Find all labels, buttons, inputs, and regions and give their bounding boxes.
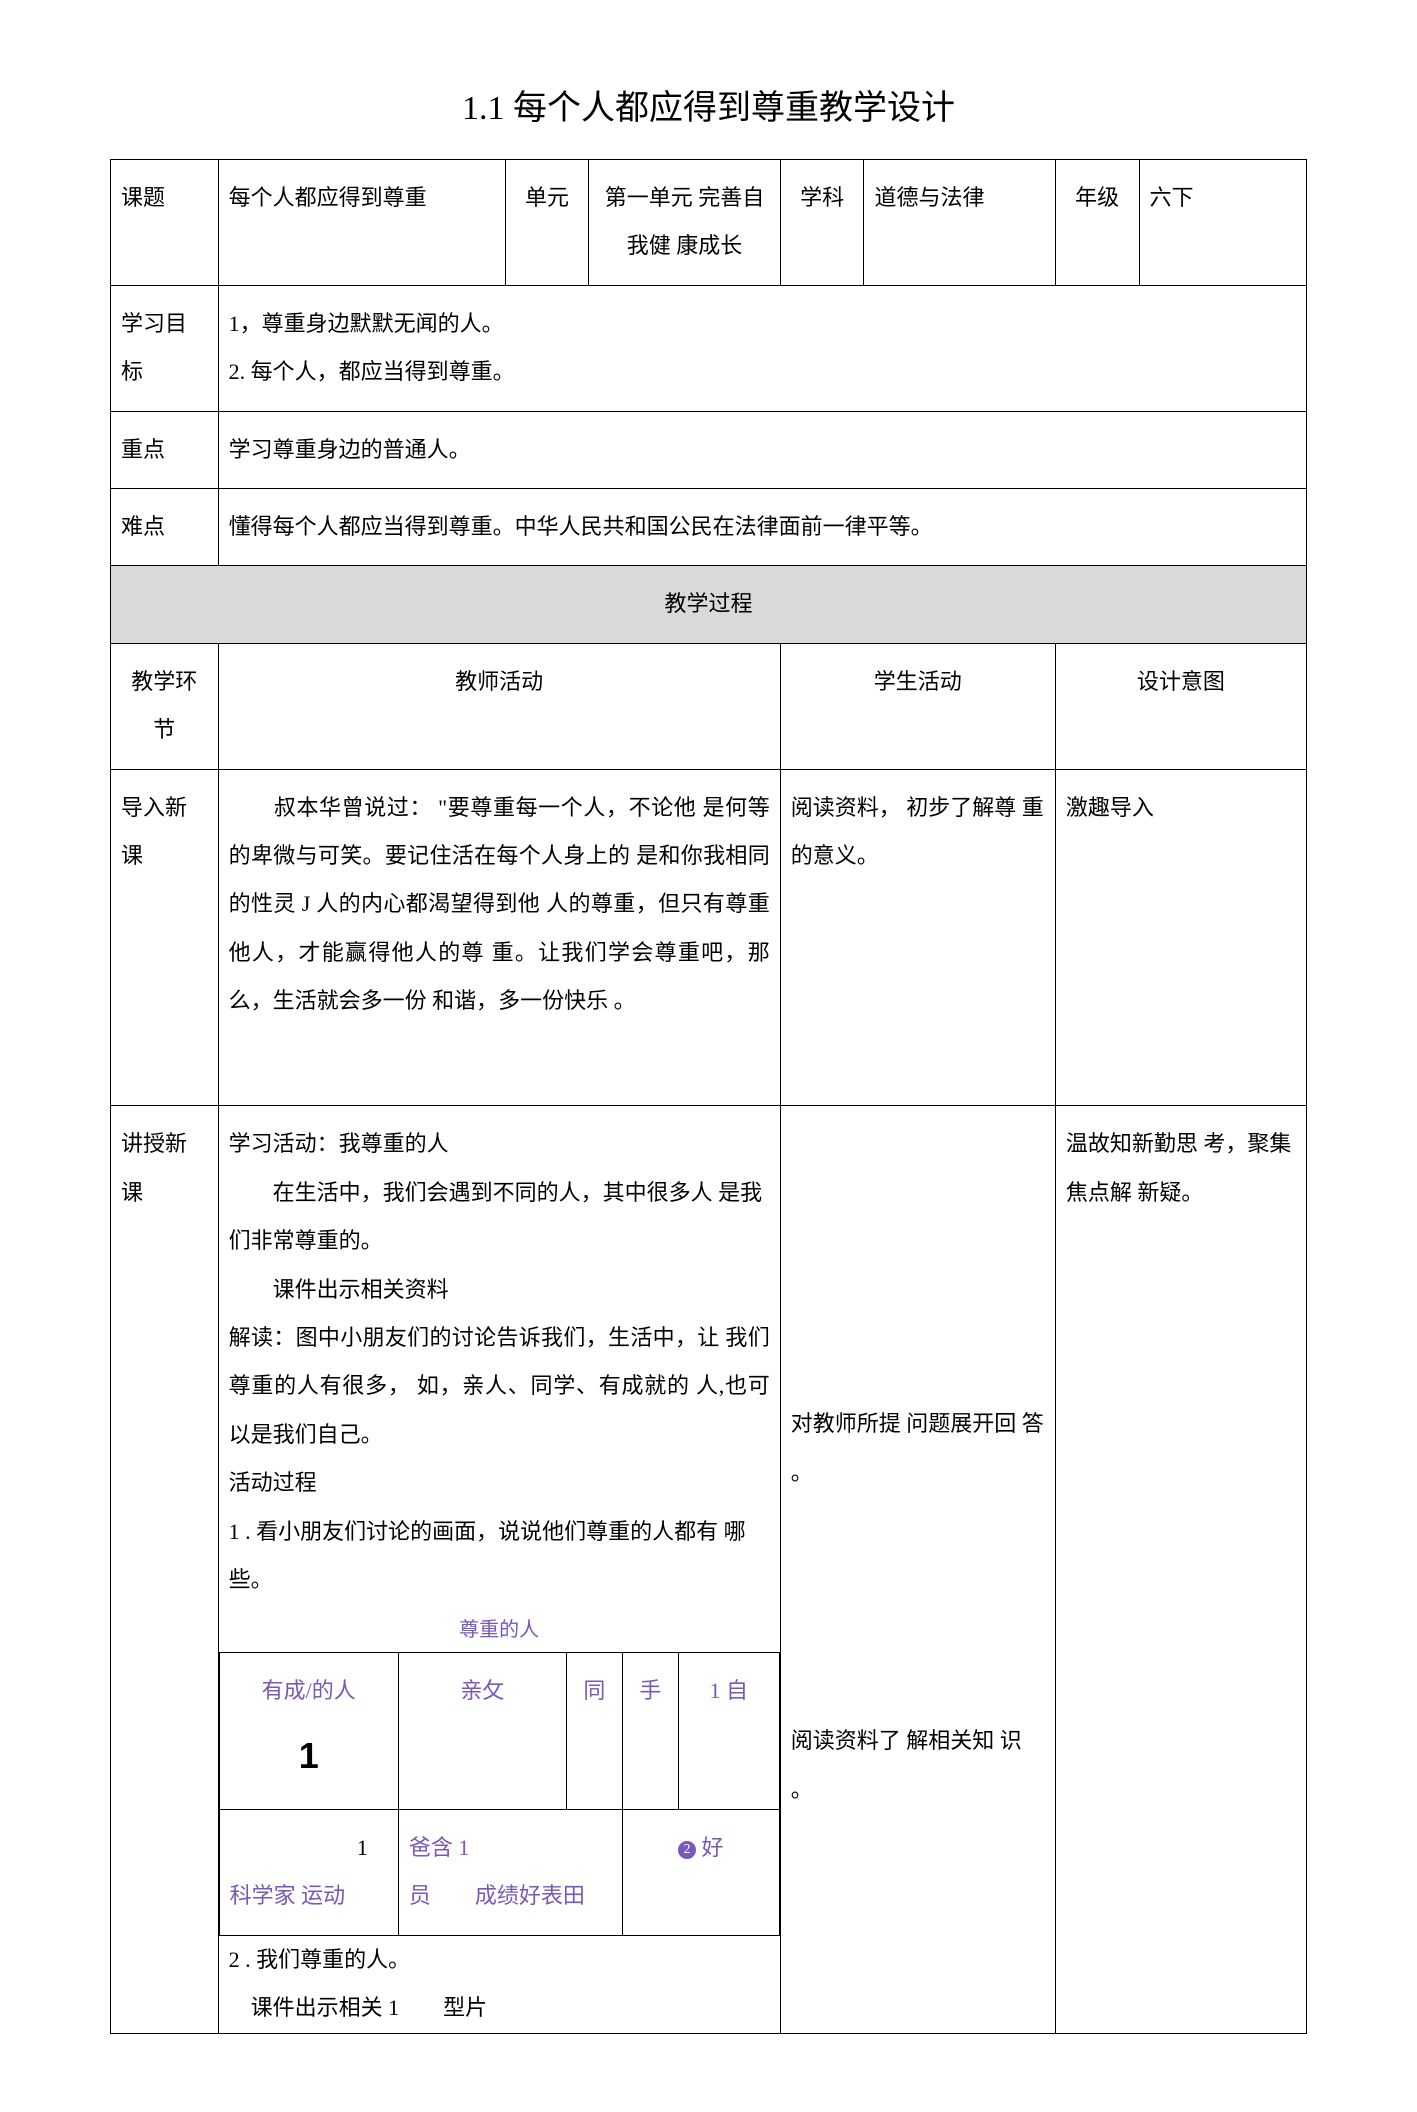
- value-unit: 第一单元 完善自我健 康成长: [589, 160, 780, 286]
- value-grade: 六下: [1139, 160, 1306, 286]
- intro-teacher: 叔本华曾说过： "要尊重每一个人，不论他 是何等的卑微与可笑。要记住活在每个人身…: [218, 769, 780, 1106]
- teach-p3: 课件出示相关资料: [229, 1266, 770, 1314]
- intro-label: 导入新课: [111, 769, 219, 1106]
- label-subject: 学科: [780, 160, 864, 286]
- intro-student: 阅读资料， 初步了解尊 重的意义。: [780, 769, 1055, 1106]
- goals-line1: 1，尊重身边默默无闻的人。: [229, 311, 504, 336]
- lesson-table: 课题 每个人都应得到尊重 单元 第一单元 完善自我健 康成长 学科 道德与法律 …: [110, 159, 1307, 2034]
- label-topic: 课题: [111, 160, 219, 286]
- diag-r2c3-text: 好: [702, 1835, 724, 1860]
- process-header-row: 教学过程: [111, 566, 1307, 643]
- teach-student-p1: 对教师所提 问题展开回 答 。: [791, 1400, 1045, 1497]
- diagram-top: 尊重的人: [219, 1614, 780, 1646]
- keypoint-text: 学习尊重身边的普通人。: [218, 411, 1306, 488]
- diag-r1c1-text: 有成/的人: [262, 1678, 356, 1703]
- diag-r1c2: 亲攵: [398, 1653, 566, 1810]
- diag-r2c1: 1 科学家 运动: [219, 1809, 398, 1935]
- respect-diagram: 尊重的人 有成/的人 1 亲攵 同 手 1 自: [219, 1614, 780, 1935]
- label-goals: 学习目标: [111, 285, 219, 411]
- label-grade: 年级: [1055, 160, 1139, 286]
- teach-p2: 在生活中，我们会遇到不同的人，其中很多人 是我们非常尊重的。: [229, 1169, 770, 1266]
- teach-student-p2: 阅读资料了 解相关知 识 。: [791, 1717, 1045, 1814]
- teach-design-cell: 温故知新勤思 考，聚集焦点解 新疑。: [1055, 1106, 1306, 2033]
- diagram-table: 有成/的人 1 亲攵 同 手 1 自 1 科学家 运动: [219, 1652, 780, 1935]
- diag-r1c1-one: 1: [299, 1735, 319, 1776]
- intro-design: 激趣导入: [1055, 769, 1306, 1106]
- col-stage: 教学环节: [111, 643, 219, 769]
- teach-p7: 2 . 我们尊重的人。: [229, 1936, 770, 1984]
- diag-r2c2a: 爸含 1: [409, 1835, 470, 1860]
- teach-row: 讲授新课 学习活动：我尊重的人 在生活中，我们会遇到不同的人，其中很多人 是我们…: [111, 1106, 1307, 2033]
- process-header: 教学过程: [111, 566, 1307, 643]
- col-student: 学生活动: [780, 643, 1055, 769]
- diag-r1c3b: 手: [622, 1653, 678, 1810]
- teach-p8: 课件出示相关 1 型片: [229, 1984, 770, 2032]
- difficult-text: 懂得每个人都应当得到尊重。中华人民共和国公民在法律面前一律平等。: [218, 488, 1306, 565]
- page-title: 1.1 每个人都应得到尊重教学设计: [110, 80, 1307, 129]
- label-keypoint: 重点: [111, 411, 219, 488]
- teach-p6: 1 . 看小朋友们讨论的画面，说说他们尊重的人都有 哪些。: [229, 1508, 770, 1605]
- goals-line2: 2. 每个人，都应当得到尊重。: [229, 359, 515, 384]
- teach-p5: 活动过程: [229, 1459, 770, 1507]
- diag-r1c3a: 同: [566, 1653, 622, 1810]
- diag-r2c1b: 科学家 运动: [230, 1872, 388, 1920]
- col-teacher: 教师活动: [218, 643, 780, 769]
- label-unit: 单元: [505, 160, 589, 286]
- circle-num-icon: 2: [678, 1841, 696, 1859]
- col-design: 设计意图: [1055, 643, 1306, 769]
- teach-label: 讲授新课: [111, 1106, 219, 2033]
- keypoint-row: 重点 学习尊重身边的普通人。: [111, 411, 1307, 488]
- diag-r2c2: 爸含 1 员 成绩好表田: [398, 1809, 622, 1935]
- value-subject: 道德与法律: [864, 160, 1055, 286]
- teach-p1: 学习活动：我尊重的人: [229, 1120, 770, 1168]
- teach-teacher-cell: 学习活动：我尊重的人 在生活中，我们会遇到不同的人，其中很多人 是我们非常尊重的…: [218, 1106, 780, 2033]
- label-difficult: 难点: [111, 488, 219, 565]
- value-topic: 每个人都应得到尊重: [218, 160, 505, 286]
- teach-student-cell: 对教师所提 问题展开回 答 。 阅读资料了 解相关知 识 。: [780, 1106, 1055, 2033]
- teach-p4: 解读：图中小朋友们的讨论告诉我们，生活中，让 我们尊重的人有很多， 如，亲人、同…: [229, 1314, 770, 1459]
- columns-row: 教学环节 教师活动 学生活动 设计意图: [111, 643, 1307, 769]
- diag-r2c3: 2 好: [622, 1809, 779, 1935]
- difficult-row: 难点 懂得每个人都应当得到尊重。中华人民共和国公民在法律面前一律平等。: [111, 488, 1307, 565]
- header-row: 课题 每个人都应得到尊重 单元 第一单元 完善自我健 康成长 学科 道德与法律 …: [111, 160, 1307, 286]
- diag-r1c4: 1 自: [678, 1653, 779, 1810]
- intro-row: 导入新课 叔本华曾说过： "要尊重每一个人，不论他 是何等的卑微与可笑。要记住活…: [111, 769, 1307, 1106]
- goals-text: 1，尊重身边默默无闻的人。 2. 每个人，都应当得到尊重。: [218, 285, 1306, 411]
- diag-r1c1: 有成/的人 1: [219, 1653, 398, 1810]
- diag-r2c2b: 员 成绩好表田: [409, 1883, 585, 1908]
- diag-r2c1a: 1: [230, 1824, 388, 1872]
- goals-row: 学习目标 1，尊重身边默默无闻的人。 2. 每个人，都应当得到尊重。: [111, 285, 1307, 411]
